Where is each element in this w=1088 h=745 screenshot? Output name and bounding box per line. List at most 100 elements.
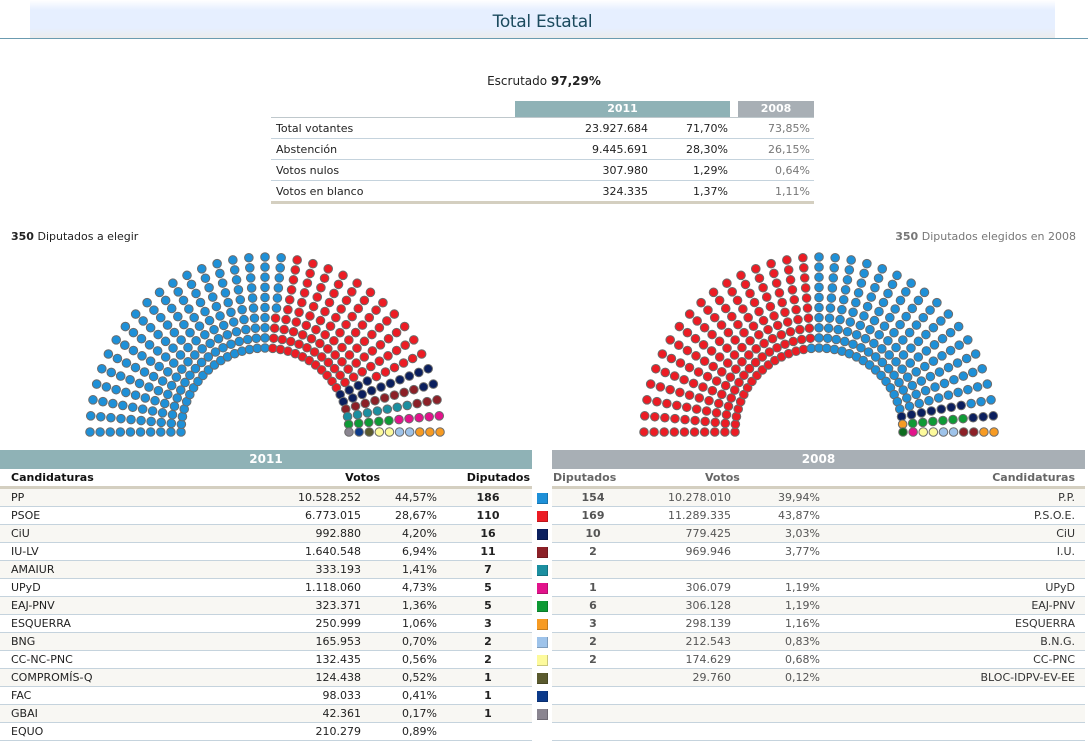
seat-pp bbox=[913, 295, 924, 306]
party-seats-2008: 2 bbox=[589, 653, 597, 666]
seat-psoe bbox=[639, 411, 650, 421]
party-name: CC-NC-PNC bbox=[11, 653, 73, 666]
seat-pp bbox=[149, 305, 159, 315]
seat-ciu bbox=[362, 376, 373, 386]
seat-pp bbox=[125, 374, 135, 385]
seat-psoe bbox=[745, 335, 755, 346]
seat-pp bbox=[949, 374, 959, 385]
seat-pp bbox=[826, 293, 837, 303]
seat-upyd bbox=[908, 427, 918, 437]
seat-psoe bbox=[802, 303, 813, 313]
col-header-diputados: Diputados bbox=[466, 471, 530, 484]
seat-pp bbox=[157, 408, 168, 418]
seat-pp bbox=[146, 416, 156, 427]
seat-pp bbox=[218, 320, 229, 331]
seat-psoe bbox=[642, 395, 652, 405]
seat-pp bbox=[168, 343, 178, 353]
seat-psoe bbox=[704, 395, 714, 406]
seat-psoe bbox=[690, 333, 701, 344]
seat-psoe bbox=[325, 321, 336, 331]
seat-pp bbox=[920, 385, 931, 396]
seat-pp bbox=[986, 395, 996, 405]
seat-psoe bbox=[316, 352, 327, 362]
seat-psoe bbox=[782, 317, 793, 327]
seat-ciu bbox=[353, 380, 364, 391]
seat-psoe bbox=[699, 322, 710, 333]
party-row-2011: UPyD 1.118.060 4,73% 5 bbox=[0, 579, 548, 597]
seat-pp bbox=[835, 314, 845, 325]
party-name: IU-LV bbox=[11, 545, 39, 558]
party-color-swatch bbox=[537, 529, 548, 540]
seat-ciu bbox=[956, 400, 967, 411]
seat-pp bbox=[160, 295, 171, 306]
seat-pp bbox=[884, 350, 895, 360]
seat-pp bbox=[856, 342, 866, 353]
seat-pp bbox=[101, 382, 112, 392]
seat-pp bbox=[933, 393, 944, 403]
seat-psoe bbox=[732, 295, 743, 306]
seat-pp bbox=[842, 275, 853, 285]
seat-pp bbox=[173, 287, 183, 297]
seat-pp bbox=[889, 370, 899, 381]
seat-pp bbox=[105, 427, 116, 437]
seat-psoe bbox=[270, 313, 281, 323]
party-color-swatch bbox=[537, 655, 548, 666]
seat-psoe bbox=[655, 382, 666, 392]
seat-esquerra bbox=[989, 427, 999, 437]
seat-psoe bbox=[693, 367, 704, 377]
seat-bng bbox=[394, 427, 405, 437]
seat-psoe bbox=[290, 265, 301, 275]
seat-pp bbox=[235, 294, 246, 305]
escrutado-value: 97,29% bbox=[550, 74, 601, 88]
party-name: AMAIUR bbox=[11, 563, 55, 576]
seat-psoe bbox=[730, 335, 740, 345]
party-row-2011: IU-LV 1.640.548 6,94% 11 bbox=[0, 543, 548, 561]
seat-pp bbox=[914, 398, 925, 409]
party-color-swatch bbox=[537, 511, 548, 522]
seat-pp bbox=[904, 327, 915, 338]
seat-pp bbox=[814, 252, 824, 262]
summary-row-label: Votos nulos bbox=[276, 164, 340, 177]
seat-psoe bbox=[763, 324, 773, 335]
seat-psoe bbox=[720, 427, 730, 437]
seat-pp bbox=[840, 285, 851, 295]
seat-upyd bbox=[404, 413, 414, 424]
party-pct-2008: 3,77% bbox=[785, 545, 820, 558]
seat-amaiur bbox=[362, 408, 373, 418]
seat-psoe bbox=[320, 306, 330, 317]
seat-psoe bbox=[352, 278, 362, 289]
party-name: UPyD bbox=[11, 581, 41, 594]
seat-pp bbox=[234, 336, 245, 347]
seat-pp bbox=[939, 378, 950, 389]
seat-psoe bbox=[776, 330, 787, 340]
seat-pp bbox=[814, 302, 824, 313]
seat-psoe bbox=[674, 321, 685, 332]
party-pct: 1,36% bbox=[402, 599, 437, 612]
party-row-2008: 10 779.425 3,03% CiU bbox=[552, 525, 1085, 543]
seat-pp bbox=[865, 324, 875, 335]
seat-pp bbox=[920, 361, 930, 372]
seat-psoe bbox=[800, 283, 811, 293]
seat-psoe bbox=[682, 327, 693, 338]
party-seats: 11 bbox=[480, 545, 496, 558]
seat-eaj-pnv bbox=[917, 417, 928, 428]
seat-psoe bbox=[696, 297, 706, 308]
seat-pp bbox=[145, 322, 156, 333]
party-seats: 1 bbox=[484, 671, 492, 684]
seat-psoe bbox=[761, 292, 772, 302]
seat-psoe bbox=[767, 333, 778, 344]
seat-psoe bbox=[408, 335, 419, 345]
seat-psoe bbox=[804, 323, 815, 334]
seat-psoe bbox=[639, 427, 649, 437]
seat-pp bbox=[904, 401, 915, 412]
seat-pp bbox=[138, 316, 148, 326]
seat-pp bbox=[155, 427, 166, 437]
seat-pp bbox=[97, 363, 107, 374]
summary-row-label: Total votantes bbox=[276, 122, 354, 135]
party-name: COMPROMÍS-Q bbox=[11, 671, 93, 684]
party-seats-2008: 6 bbox=[589, 599, 597, 612]
seat-pp bbox=[229, 265, 240, 275]
seat-pp bbox=[856, 278, 867, 288]
seat-pp bbox=[246, 283, 257, 293]
seat-pp bbox=[889, 327, 899, 338]
